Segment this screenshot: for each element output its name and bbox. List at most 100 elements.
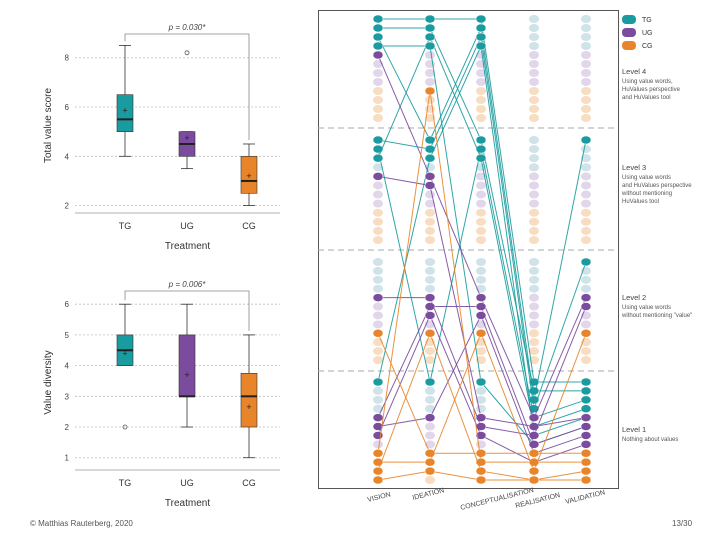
placeholder-marker [529,145,539,154]
participant-marker-tg [372,41,384,51]
y-tick-label: 4 [65,362,70,371]
participant-marker-ug [424,293,436,302]
x-tick-label: TG [119,478,132,488]
placeholder-marker [529,320,539,329]
participant-marker-ug [372,293,384,302]
participant-marker-cg [580,329,592,338]
x-tick-label: TG [119,221,132,231]
participant-marker-tg [580,386,592,396]
placeholder-marker [476,208,486,217]
legend-label: UG [642,30,653,37]
placeholder-marker [373,284,383,293]
placeholder-marker [529,190,539,199]
participant-marker-tg [372,14,384,24]
placeholder-marker [476,199,486,208]
placeholder-marker [373,386,383,395]
participant-marker-ug [475,431,487,440]
placeholder-marker [529,105,539,113]
level-description: without mentioning "value" [621,313,692,319]
placeholder-marker [373,96,383,104]
participant-marker-tg [424,41,436,51]
box-cg [240,372,258,428]
mean-marker: + [122,106,127,116]
placeholder-marker [373,199,383,208]
placeholder-marker [373,69,383,77]
placeholder-marker [529,42,539,50]
mean-marker: + [184,133,189,143]
x-tick-label: UG [180,478,194,488]
placeholder-marker [476,96,486,104]
placeholder-marker [476,172,486,181]
participant-marker-ug [424,172,436,181]
placeholder-marker [581,217,591,226]
placeholder-marker [529,302,539,311]
box-cg [240,156,258,194]
placeholder-marker [476,386,486,395]
participant-marker-cg [424,329,436,338]
placeholder-marker [581,60,591,68]
copyright-footer: © Matthias Rauterberg, 2020 [30,519,133,528]
participant-marker-cg [475,475,487,485]
box-tg [116,94,134,132]
placeholder-marker [425,404,435,413]
level-description: without mentioning [621,191,672,197]
participant-marker-cg [528,466,540,476]
placeholder-marker [529,69,539,77]
participant-marker-tg [424,23,436,33]
placeholder-marker [581,236,591,244]
placeholder-marker [425,275,435,284]
plot-background [35,0,295,262]
participant-marker-cg [580,457,592,467]
participant-marker-tg [475,135,487,145]
level-title: Level 1 [622,425,646,434]
placeholder-marker [373,181,383,190]
placeholder-marker [476,395,486,404]
placeholder-marker [581,208,591,217]
placeholder-marker [529,208,539,217]
p-value-label: p = 0.030* [168,23,207,32]
participant-marker-ug [372,413,384,422]
level-description: Using value words, [622,79,673,85]
placeholder-marker [373,226,383,235]
participant-marker-tg [580,135,592,145]
mean-marker: + [246,171,251,181]
participant-marker-cg [580,475,592,485]
placeholder-marker [425,422,435,431]
placeholder-marker [581,190,591,199]
placeholder-marker [425,190,435,199]
placeholder-marker [425,386,435,395]
placeholder-marker [476,258,486,266]
placeholder-marker [373,266,383,275]
y-tick-label: 2 [65,202,70,211]
placeholder-marker [529,226,539,235]
placeholder-marker [529,338,539,347]
placeholder-marker [373,163,383,172]
participant-marker-tg [372,23,384,33]
level-title: Level 3 [622,163,646,172]
level-description: and HuValues tool [622,95,671,101]
participant-marker-tg [424,14,436,24]
placeholder-marker [425,258,435,266]
participant-marker-cg [372,329,384,338]
placeholder-marker [373,236,383,244]
participant-marker-ug [475,302,487,311]
legend-swatch-ug [622,28,636,37]
participant-marker-ug [424,181,436,190]
placeholder-marker [581,33,591,41]
placeholder-marker [529,172,539,181]
placeholder-marker [425,347,435,356]
placeholder-marker [581,181,591,190]
participant-marker-cg [372,449,384,458]
mean-marker: + [246,402,251,412]
placeholder-marker [373,78,383,86]
participant-marker-tg [475,23,487,33]
y-tick-label: 6 [65,300,70,309]
participant-marker-ug [372,172,384,181]
participant-marker-tg [475,14,487,24]
participant-marker-cg [580,449,592,458]
placeholder-marker [476,114,486,122]
placeholder-marker [425,395,435,404]
placeholder-marker [373,208,383,217]
placeholder-marker [425,51,435,59]
placeholder-marker [581,347,591,356]
